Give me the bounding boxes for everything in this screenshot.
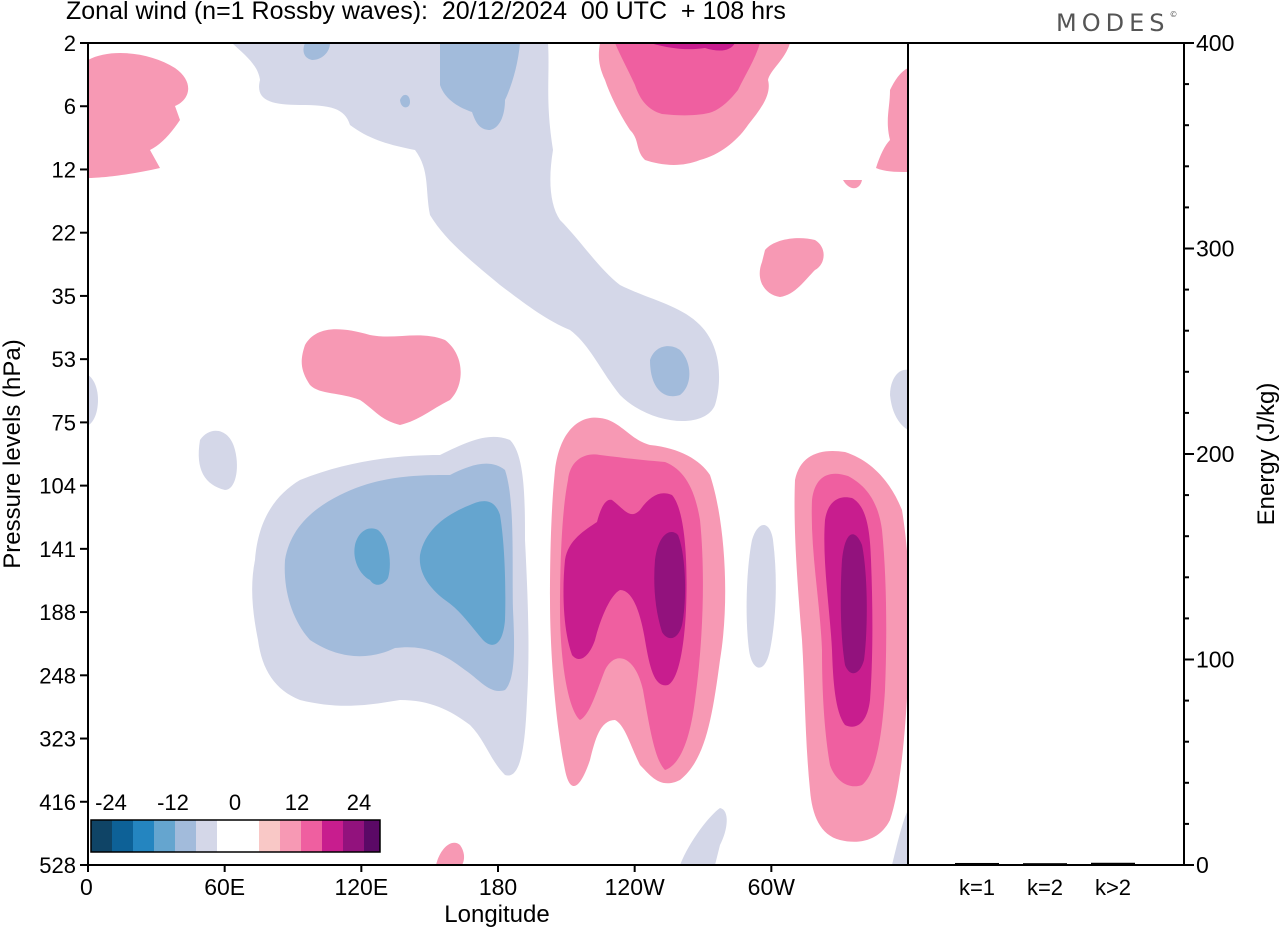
contour-band: [892, 810, 908, 865]
colorbar-swatch: [217, 820, 238, 852]
energy-bar-label: k=2: [1027, 875, 1063, 900]
y-tick-label: 141: [39, 537, 76, 562]
colorbar-swatch: [259, 820, 280, 852]
colorbar-swatch: [343, 820, 364, 852]
colorbar-swatch: [175, 820, 196, 852]
energy-axis-label: Energy (J/kg): [1253, 383, 1280, 526]
x-tick-label: 0: [80, 874, 93, 900]
contour-band: [746, 525, 776, 668]
wind-contours: [88, 43, 908, 865]
x-tick-label: 120W: [605, 874, 665, 900]
x-tick-label: 120E: [334, 874, 388, 900]
colorbar-swatch: [91, 820, 112, 852]
y-tick-label: 416: [39, 790, 76, 815]
colorbar-tick-label: 24: [347, 790, 371, 815]
contour-band: [840, 534, 867, 674]
energy-tick-label: 200: [1196, 441, 1234, 467]
colorbar-tick-label: 0: [229, 790, 241, 815]
x-axis: 0 60E 120E 180 120W 60W Longitude: [80, 865, 795, 928]
contour-band: [436, 842, 465, 865]
y-tick-label: 188: [39, 600, 76, 625]
colorbar-swatch: [364, 820, 380, 852]
contour-band: [650, 43, 735, 51]
colorbar-swatch: [154, 820, 175, 852]
colorbar-legend: -24 -12 0 12 24: [90, 790, 381, 853]
modes-logo: MODES©: [1056, 9, 1177, 37]
x-tick-label: 180: [479, 874, 517, 900]
x-axis-label: Longitude: [444, 901, 549, 928]
logo-text: MODES: [1056, 9, 1170, 37]
y-tick-label: 22: [52, 221, 76, 246]
colorbar-swatch: [196, 820, 217, 852]
colorbar-swatch: [280, 820, 301, 852]
contour-band: [615, 43, 760, 116]
colorbar-swatch: [133, 820, 154, 852]
energy-bar: [955, 862, 999, 865]
y-tick-label: 323: [39, 727, 76, 752]
y-tick-label: 53: [52, 347, 76, 372]
contour-band: [354, 528, 390, 585]
y-tick-label: 12: [52, 157, 76, 182]
colorbar-swatch: [301, 820, 322, 852]
contour-band: [301, 329, 461, 425]
contour-band: [890, 369, 908, 430]
energy-bar-label: k>2: [1095, 875, 1131, 900]
energy-bar-label: k=1: [959, 875, 995, 900]
contour-band: [759, 238, 824, 297]
contour-band: [303, 43, 330, 60]
contour-band: [419, 501, 506, 645]
y-tick-label: 75: [52, 410, 76, 435]
energy-bar: [1023, 863, 1067, 866]
energy-tick-label: 100: [1196, 647, 1234, 673]
y-axis-label: Pressure levels (hPa): [0, 339, 26, 568]
colorbar-tick-label: 12: [285, 790, 309, 815]
colorbar-border: [90, 819, 381, 853]
contour-band: [440, 43, 520, 130]
logo-mark: ©: [1169, 10, 1178, 19]
contour-band: [88, 375, 98, 425]
energy-tick-label: 300: [1196, 236, 1234, 262]
y-tick-label: 104: [39, 474, 76, 499]
y-tick-label: 6: [64, 94, 76, 119]
x-tick-label: 60W: [748, 874, 796, 900]
x-tick-label: 60E: [204, 874, 245, 900]
contour-band: [400, 94, 410, 108]
energy-tick-label: 0: [1196, 852, 1209, 878]
contour-band: [654, 532, 686, 639]
contour-band: [88, 53, 189, 178]
colorbar-tick-label: -12: [157, 790, 189, 815]
energy-bar: [1091, 862, 1135, 865]
chart-title: Zonal wind (n=1 Rossby waves): 20/12/202…: [66, 0, 786, 25]
y-tick-label: 528: [39, 853, 76, 878]
contour-band: [232, 43, 720, 422]
contour-band: [876, 68, 908, 172]
y-axis: 2 6 12 22 35 53 75 104 141 188 248 323 416 528 Pressur…: [0, 31, 88, 878]
colorbar-swatch: [322, 820, 343, 852]
energy-panel: 0 100 200 300 400 Energy (J/kg) k=1 k=2 k>2: [955, 30, 1280, 900]
colorbar-swatch: [238, 820, 259, 852]
contour-band: [650, 346, 690, 397]
contour-band: [563, 493, 687, 686]
colorbar-tick-label: -24: [95, 790, 127, 815]
contour-band: [198, 430, 237, 490]
y-tick-label: 35: [52, 284, 76, 309]
colorbar-swatch: [112, 820, 133, 852]
y-tick-label: 2: [64, 31, 76, 56]
y-tick-label: 248: [39, 663, 76, 688]
energy-tick-label: 400: [1196, 30, 1234, 56]
contour-band: [843, 180, 862, 189]
contour-band: [680, 808, 727, 865]
